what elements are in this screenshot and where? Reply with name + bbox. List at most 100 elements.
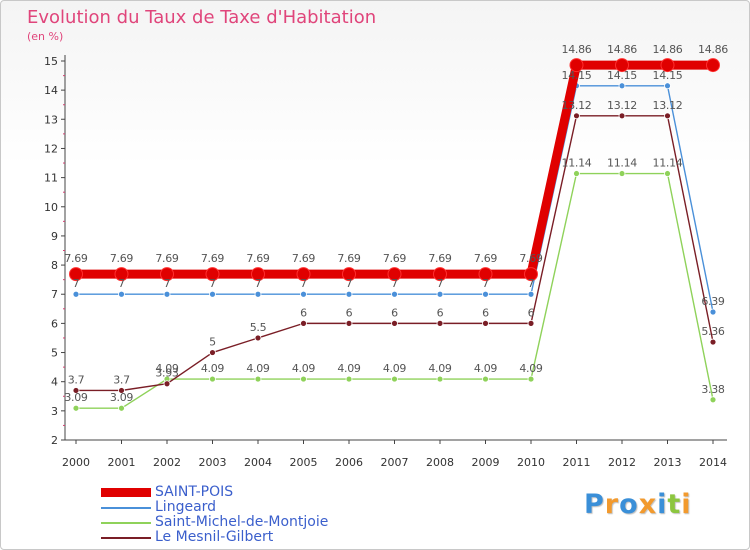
data-point-saint-michel-de-montjoie — [345, 375, 353, 383]
data-label-le-mesnil-gilbert: 13.12 — [607, 99, 637, 112]
chart-title: Evolution du Taux de Taxe d'Habitation — [27, 7, 377, 28]
data-label-le-mesnil-gilbert: 5 — [209, 336, 216, 349]
logo-letter: r — [604, 489, 620, 520]
logo-letter: i — [681, 489, 692, 520]
data-point-saint-pois — [296, 267, 311, 282]
legend-label: Saint-Michel-de-Montjoie — [155, 514, 329, 530]
data-label-lingeard: 7 — [209, 277, 216, 290]
data-label-le-mesnil-gilbert: 5.5 — [250, 321, 267, 334]
data-point-saint-michel-de-montjoie — [254, 375, 262, 383]
data-point-saint-pois — [114, 267, 129, 282]
data-point-lingeard — [118, 290, 125, 298]
data-label-le-mesnil-gilbert: 13.12 — [562, 99, 592, 112]
data-label-saint-pois: 14.86 — [653, 43, 683, 56]
x-tick-label: 2010 — [517, 456, 545, 469]
data-label-saint-pois: 7.69 — [64, 252, 88, 265]
logo-letter: t — [667, 489, 682, 520]
x-tick-label: 2005 — [290, 456, 318, 469]
x-tick-label: 2001 — [108, 456, 136, 469]
data-point-lingeard — [254, 290, 262, 298]
x-tick-label: 2009 — [472, 456, 500, 469]
data-point-lingeard — [664, 82, 671, 90]
data-label-saint-michel-de-montjoie: 4.09 — [155, 362, 179, 375]
x-tick-label: 2002 — [153, 456, 181, 469]
x-tick-label: 2011 — [563, 456, 591, 469]
data-point-saint-michel-de-montjoie — [709, 396, 717, 404]
data-label-saint-pois: 14.86 — [698, 43, 728, 56]
data-label-saint-michel-de-montjoie: 4.09 — [519, 362, 543, 375]
data-label-saint-michel-de-montjoie: 4.09 — [337, 362, 361, 375]
data-label-lingeard: 7 — [346, 277, 353, 290]
logo-letter: x — [638, 489, 658, 520]
data-label-lingeard: 7 — [118, 277, 125, 290]
y-tick-label: 2 — [51, 434, 58, 447]
data-label-saint-michel-de-montjoie: 4.09 — [428, 362, 452, 375]
data-label-lingeard: 14.15 — [607, 69, 637, 82]
data-label-le-mesnil-gilbert: 6 — [300, 306, 307, 319]
data-point-le-mesnil-gilbert — [254, 334, 262, 342]
y-tick-label: 9 — [51, 230, 58, 243]
data-point-saint-pois — [569, 58, 584, 73]
data-label-le-mesnil-gilbert: 13.12 — [653, 99, 683, 112]
data-point-lingeard — [527, 290, 535, 298]
x-tick-label: 2004 — [244, 456, 272, 469]
data-point-saint-michel-de-montjoie — [72, 404, 80, 412]
data-point-lingeard — [709, 308, 717, 316]
legend-swatch — [101, 488, 151, 497]
unit-label: (en %) — [27, 30, 64, 43]
data-label-lingeard: 7 — [73, 277, 80, 290]
data-label-saint-pois: 7.69 — [428, 252, 452, 265]
data-label-le-mesnil-gilbert: 6 — [391, 306, 398, 319]
x-tick-label: 2014 — [699, 456, 727, 469]
data-point-lingeard — [482, 290, 489, 298]
data-label-saint-pois: 7.69 — [201, 252, 225, 265]
legend-label: Le Mesnil-Gilbert — [155, 529, 274, 545]
x-tick-label: 2008 — [426, 456, 454, 469]
y-tick-label: 12 — [44, 142, 58, 155]
data-point-le-mesnil-gilbert — [618, 112, 626, 120]
data-label-saint-pois: 7.69 — [519, 252, 543, 265]
data-label-saint-michel-de-montjoie: 3.09 — [110, 391, 134, 404]
data-point-lingeard — [209, 290, 216, 298]
y-tick-label: 4 — [51, 376, 58, 389]
legend-item-le-mesnil-gilbert: Le Mesnil-Gilbert — [101, 529, 381, 545]
data-point-le-mesnil-gilbert — [391, 319, 398, 327]
data-label-saint-pois: 7.69 — [383, 252, 407, 265]
data-point-saint-pois — [160, 267, 174, 282]
data-point-saint-pois — [478, 267, 493, 282]
data-point-saint-michel-de-montjoie — [300, 375, 307, 383]
data-point-saint-pois — [69, 267, 83, 282]
data-point-saint-pois — [706, 58, 720, 73]
data-point-le-mesnil-gilbert — [209, 349, 216, 356]
series-line-saint-pois — [71, 60, 718, 279]
x-tick-label: 2012 — [608, 456, 636, 469]
y-tick-label: 5 — [51, 347, 58, 360]
data-point-le-mesnil-gilbert — [482, 319, 489, 327]
y-tick-label: 13 — [44, 113, 58, 126]
x-tick-label: 2007 — [381, 456, 409, 469]
data-point-saint-pois — [615, 58, 629, 73]
data-point-saint-michel-de-montjoie — [436, 375, 444, 383]
data-label-saint-michel-de-montjoie: 11.14 — [653, 157, 683, 170]
data-label-saint-michel-de-montjoie: 3.09 — [64, 391, 88, 404]
data-label-saint-michel-de-montjoie: 4.09 — [474, 362, 498, 375]
data-point-le-mesnil-gilbert — [709, 338, 717, 346]
data-label-lingeard: 7 — [391, 277, 398, 290]
data-label-lingeard: 7 — [528, 277, 535, 290]
data-label-le-mesnil-gilbert: 3.7 — [113, 373, 130, 386]
data-label-saint-pois: 7.69 — [474, 252, 498, 265]
data-point-le-mesnil-gilbert — [664, 112, 671, 120]
data-label-lingeard: 7 — [164, 277, 171, 290]
data-point-saint-michel-de-montjoie — [664, 170, 671, 177]
y-tick-label: 15 — [44, 55, 58, 68]
x-tick-label: 2013 — [654, 456, 682, 469]
legend-swatch — [101, 537, 151, 539]
data-point-saint-michel-de-montjoie — [527, 375, 535, 383]
data-point-le-mesnil-gilbert — [72, 387, 80, 394]
data-point-le-mesnil-gilbert — [345, 319, 353, 327]
data-label-le-mesnil-gilbert: 6 — [437, 306, 444, 319]
data-point-saint-michel-de-montjoie — [482, 375, 489, 383]
data-point-saint-michel-de-montjoie — [209, 375, 216, 383]
